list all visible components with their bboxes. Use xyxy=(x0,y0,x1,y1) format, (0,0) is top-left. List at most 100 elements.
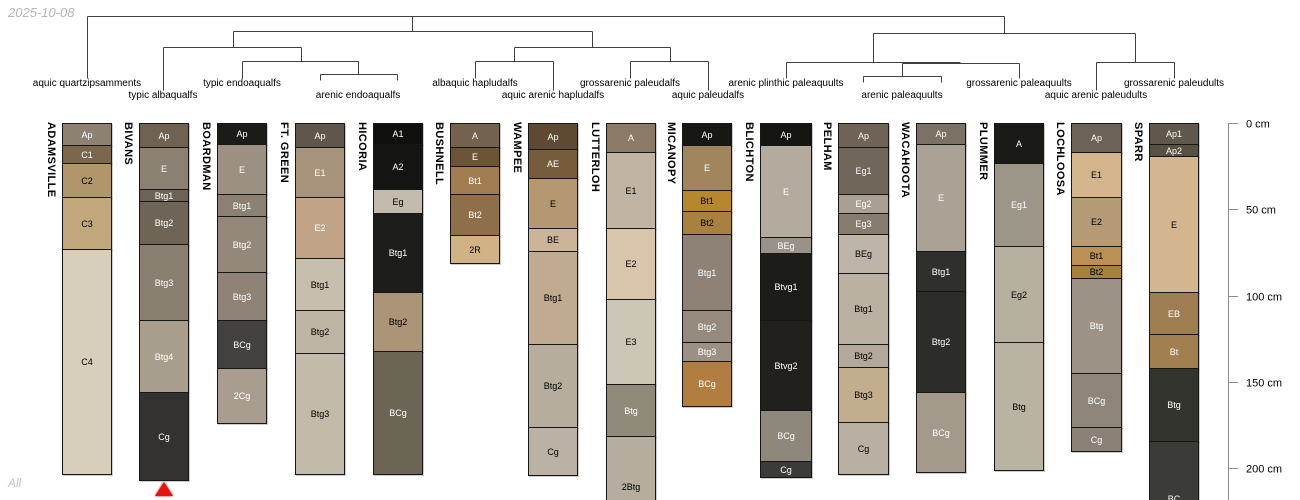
horizon-btg: Btg xyxy=(1071,278,1122,374)
horizon-label: C1 xyxy=(81,149,93,160)
horizon-cg: Cg xyxy=(760,461,812,478)
horizon-btg3: Btg3 xyxy=(295,353,345,475)
horizon-ap1: Ap1 xyxy=(1149,123,1199,145)
horizon-label: Btvg2 xyxy=(774,360,798,371)
horizon-label: BCg xyxy=(233,339,251,350)
horizon-e: E xyxy=(217,144,267,195)
horizon-e1: E1 xyxy=(606,152,656,229)
horizon-eb: EB xyxy=(1149,292,1199,335)
horizon-eg2: Eg2 xyxy=(994,246,1044,343)
taxon-label: arenic paleaquults xyxy=(861,90,942,101)
horizon-btg2: Btg2 xyxy=(295,310,345,354)
horizon-label: E xyxy=(1170,219,1177,230)
profile-name: WACAHOOTA xyxy=(899,122,911,199)
horizon-a: A xyxy=(994,123,1044,164)
horizon-btg1: Btg1 xyxy=(373,213,423,293)
horizon-label: Btg3 xyxy=(697,347,717,357)
horizon-label: A xyxy=(1015,138,1022,149)
profile-name: BOARDMAN xyxy=(200,122,212,191)
horizon-label: Cg xyxy=(158,431,170,442)
horizon-label: BE xyxy=(546,235,559,245)
horizon-e: E xyxy=(916,144,966,252)
horizon-ap: Ap xyxy=(62,123,112,146)
horizon-btg2: Btg2 xyxy=(139,201,189,245)
profile-name: WAMPEE xyxy=(511,122,523,174)
taxon-label: typic albaqualfs xyxy=(129,90,198,101)
horizon-btg2: Btg2 xyxy=(373,292,423,352)
horizon-label: Ap xyxy=(935,129,947,139)
horizon-cg: Cg xyxy=(838,422,889,475)
horizon-bcg: BCg xyxy=(373,351,423,475)
horizon-label: E1 xyxy=(1090,170,1102,180)
horizon-eg1: Eg1 xyxy=(838,147,889,195)
horizon-c3: C3 xyxy=(62,197,112,250)
horizon-cg: Cg xyxy=(139,392,189,481)
taxon-label: albaquic hapludalfs xyxy=(432,78,518,89)
horizon-eg2: Eg2 xyxy=(838,194,889,214)
horizon-2cg: 2Cg xyxy=(217,368,267,424)
horizon-c4: C4 xyxy=(62,249,112,475)
horizon-label: Cg xyxy=(547,446,559,457)
depth-axis-label: 150 cm xyxy=(1246,378,1282,390)
horizon-label: Btg3 xyxy=(154,277,174,288)
horizon-bt2: Bt2 xyxy=(682,211,732,235)
taxon-label: arenic plinthic paleaquults xyxy=(728,78,843,89)
horizon-label: E xyxy=(471,152,478,162)
horizon-ap: Ap xyxy=(528,123,578,150)
horizon-label: BCg xyxy=(932,427,950,438)
horizon-label: Btg2 xyxy=(854,351,873,361)
horizon-label: Ap xyxy=(857,130,869,141)
horizon-label: E xyxy=(549,198,556,209)
horizon-ap: Ap xyxy=(139,123,189,148)
horizon-a2: A2 xyxy=(373,144,423,190)
horizon-ap: Ap xyxy=(217,123,267,145)
horizon-btg3: Btg3 xyxy=(682,342,732,362)
horizon-ap: Ap xyxy=(1071,123,1122,153)
horizon-cg: Cg xyxy=(1071,427,1122,452)
horizon-bt2: Bt2 xyxy=(450,194,500,236)
horizon-bcg: BCg xyxy=(916,392,966,473)
horizon-bc: BC xyxy=(1149,441,1199,500)
taxon-label: typic endoaqualfs xyxy=(203,78,281,89)
horizon-label: Btg3 xyxy=(854,390,873,400)
horizon-label: AE xyxy=(546,159,559,169)
horizon-ap: Ap xyxy=(682,123,732,146)
horizon-label: BCg xyxy=(777,431,795,441)
depth-axis-label: 100 cm xyxy=(1246,292,1282,304)
horizon-label: E1 xyxy=(314,167,326,178)
horizon-c2: C2 xyxy=(62,163,112,198)
horizon-label: C3 xyxy=(81,218,93,229)
horizon-btg2: Btg2 xyxy=(217,216,267,273)
profile-name: SPARR xyxy=(1132,122,1144,162)
horizon-c1: C1 xyxy=(62,145,112,164)
horizon-e: E xyxy=(760,145,812,238)
horizon-label: Ap xyxy=(81,129,93,140)
horizon-label: Btg1 xyxy=(931,266,951,277)
horizon-label: Ap xyxy=(158,130,170,141)
profile-name: MICANOPY xyxy=(665,122,677,185)
horizon-label: Btg2 xyxy=(931,337,951,347)
horizon-bt: Bt xyxy=(1149,334,1199,369)
profile-name: HICORIA xyxy=(356,122,368,172)
horizon-label: 2Btg xyxy=(621,482,641,492)
horizon-label: 2R xyxy=(469,244,481,255)
horizon-eg: Eg xyxy=(373,189,423,214)
profile-name: LUTTERLOH xyxy=(589,122,601,193)
horizon-label: Eg2 xyxy=(855,199,872,209)
horizon-btg1: Btg1 xyxy=(682,234,732,311)
taxon-label: grossarenic paleudalfs xyxy=(580,78,680,89)
horizon-btg1: Btg1 xyxy=(916,251,966,292)
depth-axis-label: 0 cm xyxy=(1246,119,1270,131)
horizon-btg1: Btg1 xyxy=(528,251,578,345)
horizon-btg1: Btg1 xyxy=(217,194,267,217)
horizon-eg3: Eg3 xyxy=(838,213,889,235)
horizon-bcg: BCg xyxy=(217,320,267,369)
horizon-btg: Btg xyxy=(994,342,1044,471)
horizon-e: E xyxy=(1149,156,1199,293)
date-label: 2025-10-08 xyxy=(8,5,75,20)
horizon-label: Ap2 xyxy=(1165,145,1182,156)
horizon-btg2: Btg2 xyxy=(916,291,966,393)
